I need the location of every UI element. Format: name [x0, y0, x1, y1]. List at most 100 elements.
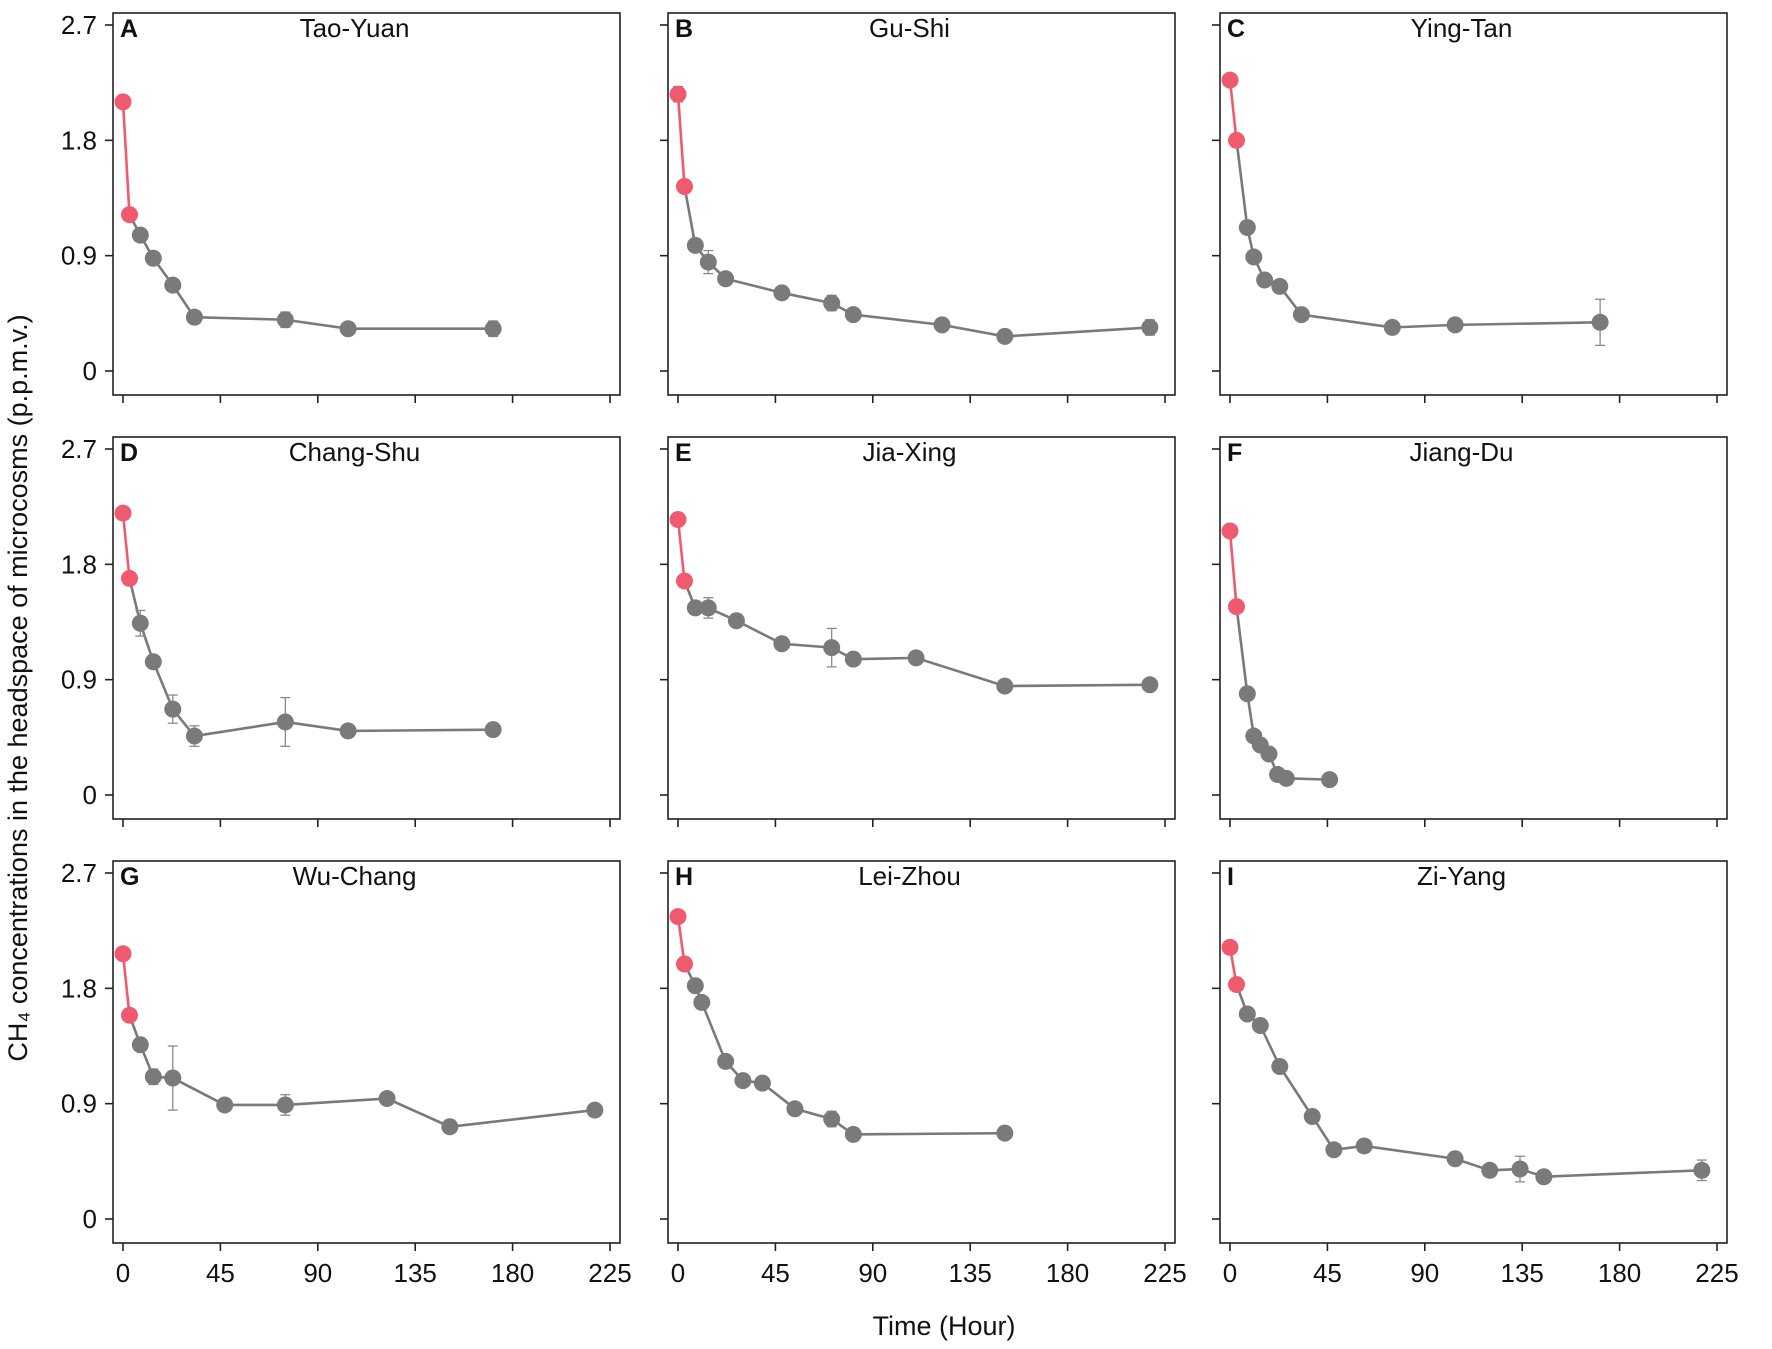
panel-letter: B: [675, 15, 693, 43]
x-tick-label: 135: [1501, 1258, 1544, 1288]
data-point-late: [131, 614, 149, 632]
panel-title: Tao-Yuan: [300, 13, 410, 43]
panel-g: 2.7 1.8 0.9 00 45 90 135 180 225 G Wu-Chang: [61, 858, 632, 1288]
data-point-late: [216, 1096, 234, 1114]
panel-title: Jia-Xing: [863, 437, 957, 467]
data-point-late: [1251, 1016, 1269, 1034]
y-tick-label: 0: [83, 356, 97, 386]
series-line-late: [1235, 140, 1601, 329]
series-line-late: [683, 580, 1150, 688]
data-point-late: [1383, 318, 1401, 336]
y-tick-label: 1.8: [61, 125, 97, 155]
data-point-late: [1446, 316, 1464, 334]
panel-frame: [1219, 436, 1728, 820]
series-line-late: [683, 186, 1150, 338]
data-point-early: [1227, 131, 1245, 149]
panel-letter: I: [1227, 863, 1234, 891]
series-line-early: [1228, 530, 1238, 607]
data-point-late: [773, 284, 791, 302]
data-point-late: [131, 226, 149, 244]
data-point-late: [144, 1068, 162, 1086]
data-point-late: [1292, 306, 1310, 324]
panel-letter: H: [675, 863, 693, 891]
data-point-late: [773, 635, 791, 653]
y-tick-label: 0.9: [61, 241, 97, 271]
data-point-late: [1277, 769, 1295, 787]
data-point-early: [114, 504, 132, 522]
data-point-late: [1481, 1161, 1499, 1179]
data-point-late: [164, 700, 182, 718]
panel-e: E Jia-Xing: [660, 436, 1176, 827]
data-point-late: [1446, 1150, 1464, 1168]
data-point-late: [1271, 1058, 1289, 1076]
data-point-late: [686, 977, 704, 995]
data-point-late: [1535, 1168, 1553, 1186]
panel-letter: C: [1227, 15, 1245, 43]
panel-frame: [667, 12, 1176, 396]
data-point-late: [484, 320, 502, 338]
data-point-early: [120, 206, 138, 224]
data-point-late: [144, 653, 162, 671]
data-point-late: [699, 253, 717, 271]
data-point-late: [717, 1052, 735, 1070]
series-line-early: [121, 512, 131, 579]
data-point-late: [823, 1110, 841, 1128]
panel-title: Zi-Yang: [1417, 861, 1506, 891]
panel-d: 2.7 1.8 0.9 0 D Chang-Shu: [61, 434, 621, 827]
y-tick-label: 2.7: [61, 10, 97, 40]
panel-b: B Gu-Shi: [660, 12, 1176, 403]
series-line-late: [128, 578, 494, 738]
panel-title: Ying-Tan: [1411, 13, 1513, 43]
y-tick-label: 0: [83, 1204, 97, 1234]
panel-letter: F: [1227, 439, 1242, 467]
panel-letter: A: [120, 15, 138, 43]
data-point-late: [844, 1125, 862, 1143]
panel-letter: D: [120, 439, 138, 467]
data-point-late: [1238, 1005, 1256, 1023]
data-point-late: [717, 270, 735, 288]
data-point-late: [276, 311, 294, 329]
panel-title: Wu-Chang: [293, 861, 417, 891]
y-tick-label: 1.8: [61, 549, 97, 579]
panel-frame: [667, 436, 1176, 820]
x-tick-label: 225: [1695, 1258, 1738, 1288]
panel-f: F Jiang-Du: [1212, 436, 1728, 827]
y-axis-title: CH₄ concentrations in the headspace of m…: [3, 314, 33, 1061]
series-line-late: [683, 963, 1005, 1136]
data-point-late: [1141, 676, 1159, 694]
series-line-early: [676, 94, 686, 187]
x-tick-label: 45: [761, 1258, 790, 1288]
panel-letter: G: [120, 863, 139, 891]
data-point-late: [907, 649, 925, 667]
data-point-early: [1227, 598, 1245, 616]
panel-frame: [667, 860, 1176, 1244]
data-point-late: [1321, 771, 1339, 789]
data-point-late: [276, 1096, 294, 1114]
data-point-late: [844, 306, 862, 324]
data-point-late: [1271, 277, 1289, 295]
data-point-late: [1245, 248, 1263, 266]
data-point-late: [727, 612, 745, 630]
data-point-early: [120, 569, 138, 587]
series-line-early: [676, 519, 686, 582]
panel-letter: E: [675, 439, 692, 467]
data-point-late: [686, 599, 704, 617]
panel-c: C Ying-Tan: [1212, 12, 1728, 403]
series-line-early: [121, 953, 131, 1016]
panel-h: 0 45 90 135 180 225 H Lei-Zhou: [660, 860, 1187, 1288]
series-line-early: [1228, 79, 1238, 141]
data-point-late: [1260, 745, 1278, 763]
x-tick-label: 180: [1046, 1258, 1089, 1288]
data-point-early: [1227, 975, 1245, 993]
data-point-late: [996, 677, 1014, 695]
data-point-late: [823, 294, 841, 312]
data-point-late: [734, 1072, 752, 1090]
series-line-late: [128, 214, 494, 331]
data-point-late: [1693, 1161, 1711, 1179]
panel-frame: [1219, 12, 1728, 396]
data-point-late: [131, 1036, 149, 1054]
data-point-early: [675, 177, 693, 195]
x-tick-label: 135: [949, 1258, 992, 1288]
panel-title: Chang-Shu: [289, 437, 421, 467]
data-point-late: [1355, 1137, 1373, 1155]
